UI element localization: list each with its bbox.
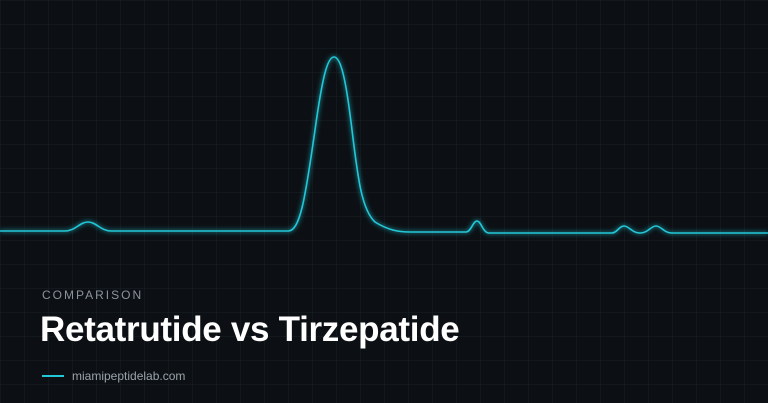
waveform [0, 56, 768, 234]
site-row: miamipeptidelab.com [42, 369, 185, 383]
site-url: miamipeptidelab.com [72, 369, 186, 383]
eyebrow: COMPARISON [42, 288, 144, 302]
title: Retatrutide vs Tirzepatide [40, 310, 460, 349]
accent-rule [42, 375, 64, 377]
